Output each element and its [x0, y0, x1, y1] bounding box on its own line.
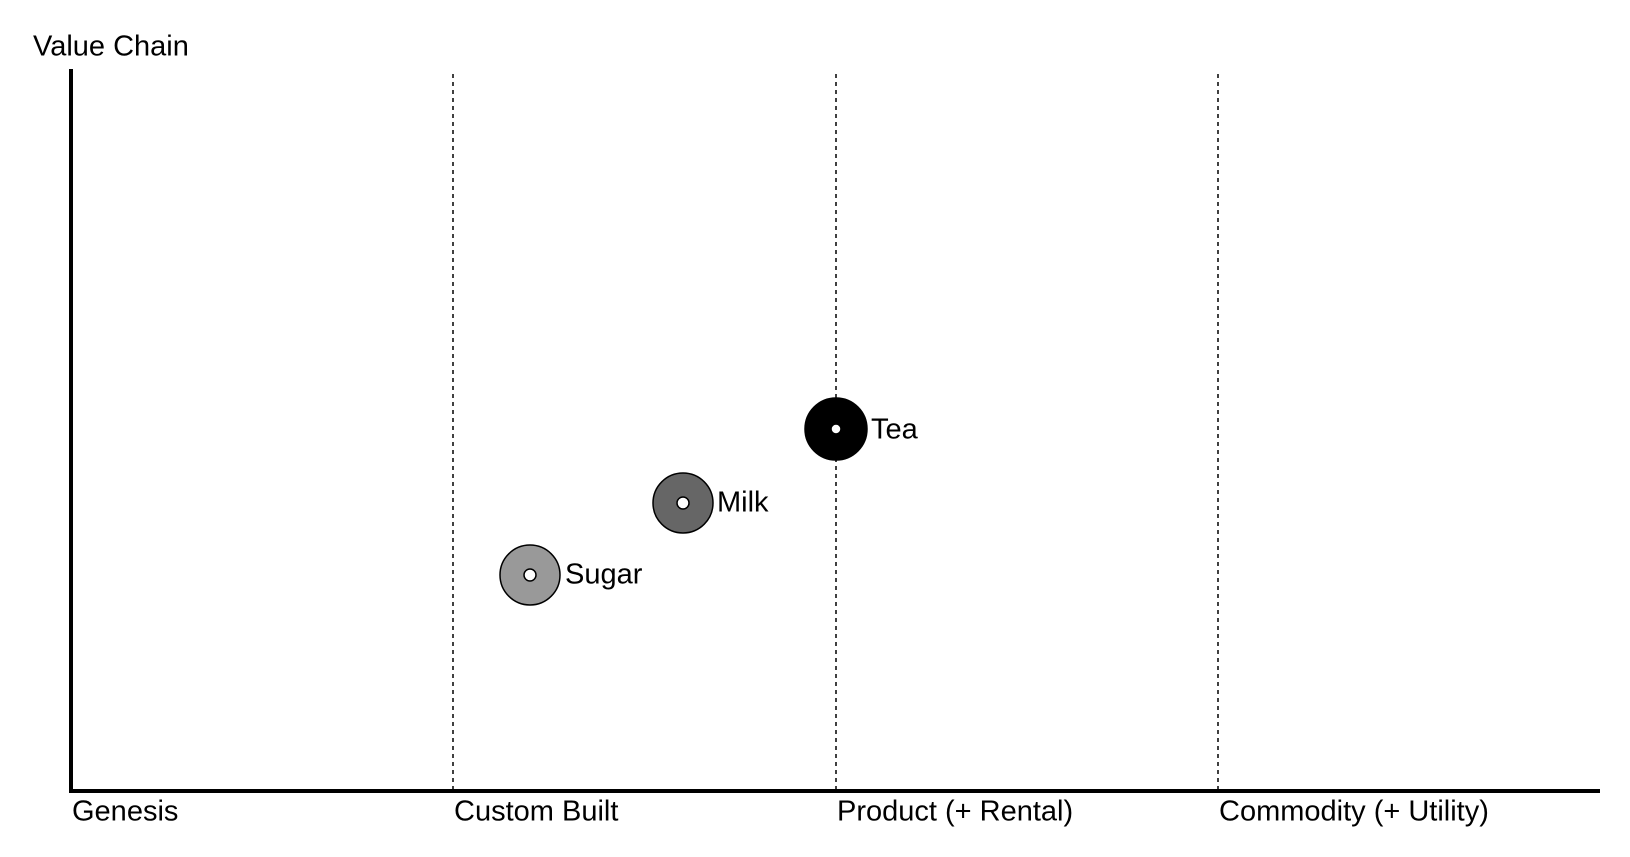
stage-label: Genesis: [72, 796, 178, 828]
component: Milk: [652, 472, 769, 534]
component-dot: [523, 568, 537, 582]
component-dot: [830, 423, 842, 435]
stage-label: Product (+ Rental): [837, 796, 1073, 828]
component-dot: [676, 496, 690, 510]
stage-label: Custom Built: [454, 796, 618, 828]
component: Sugar: [499, 544, 643, 606]
y-axis-title: Value Chain: [33, 31, 189, 63]
component-label: Tea: [871, 414, 919, 446]
component: Tea: [804, 397, 919, 461]
component-label: Sugar: [565, 559, 643, 591]
component-label: Milk: [717, 487, 769, 519]
stage-label: Commodity (+ Utility): [1219, 796, 1489, 828]
